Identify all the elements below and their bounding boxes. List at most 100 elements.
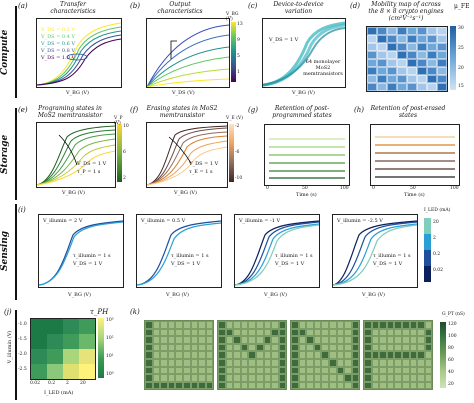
mobility-cell (437, 83, 447, 91)
panel-title: Output characteristics (157, 1, 203, 15)
annotation: V_DS = 1 V (275, 261, 305, 267)
panel-label: (e) (18, 106, 28, 114)
pixel-cell (167, 351, 176, 359)
pixel-cell (218, 328, 226, 337)
pixel-cell (248, 321, 256, 329)
colorbar-tick: 25 (458, 46, 464, 51)
pixel-cell (190, 358, 199, 367)
pixel-cell (240, 358, 249, 367)
pixel-cell (351, 366, 360, 375)
mobility-cell (407, 27, 417, 35)
pixel-cell (313, 366, 322, 375)
mobility-cell (387, 43, 397, 51)
pixel-cell (175, 336, 183, 344)
pixel-cell (160, 351, 168, 359)
x-axis-label: Time (s) (404, 192, 425, 198)
colorbar-tick: 100 (448, 334, 457, 339)
colorbar-tick: 1 (237, 70, 240, 75)
pixel-cell (291, 358, 299, 367)
pixel-cell (255, 343, 264, 352)
pixel-cell (364, 358, 372, 367)
pixel-cell (336, 374, 345, 382)
pixel-cell (248, 374, 256, 382)
pixel-cell (371, 374, 380, 382)
y-tick: -1.0 (18, 322, 27, 327)
pixel-cell (401, 381, 410, 390)
pixel-cell (182, 358, 191, 367)
mobility-cell (397, 51, 407, 59)
pixel-cell (240, 366, 249, 375)
pixel-cell (278, 381, 287, 390)
mobility-cell (407, 35, 417, 43)
pixel-cell (417, 321, 425, 329)
pixel-cell (371, 343, 380, 352)
pixel-cell (328, 328, 337, 337)
pixel-cell (328, 381, 337, 390)
sensing-curves (137, 220, 221, 286)
pixel-cell (175, 343, 183, 352)
x-tick: 20 (80, 381, 86, 386)
mobility-cell (417, 75, 427, 83)
panel-i: (i) V_illumin = 2 V τ_illumin = 1 s V_DS… (18, 204, 474, 304)
pixel-cell (218, 381, 226, 390)
pixel-cell (182, 336, 191, 344)
panel-title: Transfer characteristics (50, 1, 96, 15)
pixel-cell (313, 374, 322, 382)
y-axis-label: V_illumin (V) (7, 330, 13, 364)
mobility-cell (417, 59, 427, 67)
pixel-cell (205, 336, 214, 344)
mobility-cell (407, 75, 417, 83)
pixel-cell (255, 351, 264, 359)
colorbar-tick: 20 (458, 66, 464, 71)
panel-label: (b) (130, 2, 140, 10)
x-axis-label: V_BG (V) (174, 190, 197, 196)
mobility-cell (387, 59, 397, 67)
x-tick: 0.02 (30, 381, 41, 386)
pixel-cell (344, 336, 352, 344)
pixel-cell (394, 351, 402, 359)
pixel-cell (351, 358, 360, 367)
mobility-cell (437, 59, 447, 67)
pixel-cell (386, 343, 395, 352)
pixel-cell (321, 351, 329, 359)
pixel-cell (364, 366, 372, 375)
pixel-cell (321, 321, 329, 329)
pixel-cell (336, 328, 345, 337)
pixel-cell (424, 351, 433, 359)
panel-label: (j) (4, 308, 12, 316)
pixel-cell (321, 374, 329, 382)
pixel-cell (424, 336, 433, 344)
panel-title: τ_PH (90, 308, 109, 316)
pixel-cell (291, 336, 299, 344)
pixel-cell (417, 343, 425, 352)
pixel-cell (152, 366, 161, 375)
colorbar-tick: 80 (448, 346, 454, 351)
pixel-cell (306, 328, 314, 337)
pixel-cell (298, 374, 307, 382)
pixel-cell (298, 321, 307, 329)
pixel-cell (351, 328, 360, 337)
panel-label: (f) (130, 106, 139, 114)
pixel-cell (225, 351, 234, 359)
pixel-cell (364, 381, 372, 390)
colorbar-tick: 15 (458, 84, 464, 89)
x-axis-label: V_BG (V) (362, 292, 385, 298)
colorbar-title: V_E (V) (226, 116, 243, 121)
panel-g: (g) Retention of post-programmed states … (248, 102, 352, 202)
annotation: V_illumin = 2 V (43, 218, 83, 224)
x-axis-label: V_BG (V) (292, 90, 315, 96)
sensing-curves (333, 220, 417, 286)
pixel-cell (175, 321, 183, 329)
y-tick: -2.0 (18, 352, 27, 357)
pixel-cell (371, 328, 380, 337)
pixel-cell (394, 366, 402, 375)
pixel-cell (248, 343, 256, 352)
pixel-cell (321, 381, 329, 390)
colorbar-tick: 10¹ (106, 354, 114, 359)
pixel-cell (394, 343, 402, 352)
mobility-cell (397, 67, 407, 75)
pixel-cell (167, 374, 176, 382)
pixel-cell (401, 336, 410, 344)
pixel-cell (233, 328, 241, 337)
pixel-cell (205, 366, 214, 375)
